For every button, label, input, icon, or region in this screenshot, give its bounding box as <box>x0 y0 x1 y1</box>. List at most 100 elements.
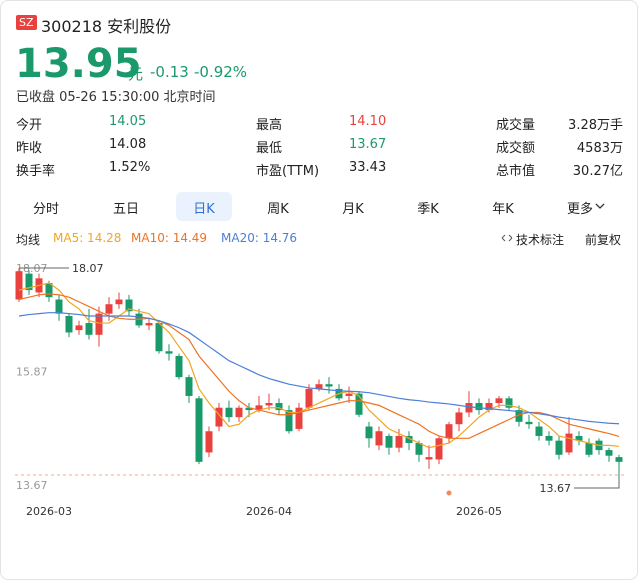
stat-value: 33.43 <box>349 160 387 175</box>
min-label: 13.67 <box>540 482 572 495</box>
candle-body <box>315 384 323 389</box>
candle-body <box>265 403 273 406</box>
candle-body <box>125 299 133 312</box>
stat-label: 今开 <box>16 118 43 133</box>
stat-value: 14.05 <box>109 114 147 129</box>
stat-value: 3.28万手 <box>568 118 623 133</box>
stat-value: 14.10 <box>349 114 387 129</box>
candle-body <box>465 403 473 413</box>
market-status: 已收盘 05-26 15:30:00 北京时间 <box>16 90 216 105</box>
stat-label: 换手率 <box>16 164 56 179</box>
candle-body <box>495 398 503 404</box>
period-tab[interactable]: 年K <box>492 202 514 217</box>
stat-label: 成交量 <box>496 118 536 133</box>
tab-highlight <box>176 192 232 221</box>
candle-body <box>375 431 383 446</box>
candle-body <box>585 443 593 455</box>
x-tick-label: 2026-05 <box>456 505 502 518</box>
candle-body <box>145 323 153 326</box>
candle-body <box>455 412 463 425</box>
event-dot <box>446 490 452 496</box>
adjust-mode[interactable]: 前复权 <box>585 233 622 247</box>
stat-label: 市盈(TTM) <box>256 164 320 179</box>
candle-body <box>485 403 493 411</box>
candle-body <box>15 271 23 300</box>
period-tab[interactable]: 日K <box>193 202 215 217</box>
legend-entry: MA10: 14.49 <box>131 231 208 245</box>
stat-label: 最低 <box>256 141 283 156</box>
candle-body <box>55 299 63 314</box>
min-pointer <box>574 475 620 489</box>
candle-body <box>205 431 213 453</box>
legend-entry: MA20: 14.76 <box>221 231 298 245</box>
stat-value: 1.52% <box>109 160 151 175</box>
candle-body <box>165 351 173 354</box>
market-badge: SZ <box>16 15 37 30</box>
stat-value: 4583万 <box>576 141 623 156</box>
candle-body <box>85 323 93 335</box>
candle-body <box>565 433 573 453</box>
stat-value: 30.27亿 <box>572 164 623 179</box>
ma-line <box>18 293 620 439</box>
legend-entry: MA5: 14.28 <box>53 231 122 245</box>
tech-annotation[interactable]: 技术标注 <box>516 233 565 247</box>
candle-body <box>185 377 193 396</box>
candle-body <box>615 457 623 462</box>
candle-body <box>475 403 483 411</box>
tool-icon <box>501 234 513 242</box>
candle-body <box>575 435 583 441</box>
candle-body <box>175 355 183 378</box>
ma-line <box>18 312 620 425</box>
candle-body <box>505 398 513 408</box>
candle-body <box>295 407 303 429</box>
candle-body <box>325 384 333 387</box>
candle-body <box>345 393 353 396</box>
candle-body <box>65 315 73 333</box>
candle-body <box>75 325 83 331</box>
y-tick-label: 13.67 <box>16 479 48 492</box>
candle-body <box>305 388 313 408</box>
candle-body <box>45 283 53 298</box>
candle-body <box>435 438 443 460</box>
candle-body <box>255 405 263 411</box>
stat-value: 13.67 <box>349 137 387 152</box>
candle-body <box>245 407 253 411</box>
candle-body <box>525 421 533 425</box>
candle-body <box>545 435 553 441</box>
candle-body <box>515 410 523 422</box>
candle-body <box>365 426 373 439</box>
stat-label: 昨收 <box>16 141 43 156</box>
stat-label: 成交额 <box>496 141 536 156</box>
period-tab[interactable]: 季K <box>417 202 439 217</box>
more-chevron[interactable] <box>595 203 605 211</box>
candle-body <box>25 273 33 291</box>
stat-label: 最高 <box>256 118 283 133</box>
candle-body <box>275 403 283 411</box>
last-price: 13.95 <box>15 41 142 87</box>
candle-body <box>215 407 223 427</box>
x-tick-label: 2026-03 <box>26 505 72 518</box>
candle-body <box>385 435 393 448</box>
candle-body <box>95 313 103 335</box>
price-change-pct: -0.92% <box>194 63 248 81</box>
period-tab[interactable]: 分时 <box>32 202 60 217</box>
price-unit: 元 <box>128 65 144 83</box>
candle-body <box>555 440 563 455</box>
candle-body <box>605 450 613 456</box>
candle-body <box>415 443 423 455</box>
candle-body <box>535 426 543 436</box>
candle-body <box>405 435 413 444</box>
candle-body <box>195 398 203 462</box>
period-tab[interactable]: 周K <box>267 202 289 217</box>
period-tab[interactable]: 更多 <box>566 202 594 217</box>
candle-body <box>395 435 403 448</box>
candle-body <box>445 424 453 439</box>
period-tab[interactable]: 月K <box>342 202 364 217</box>
stat-label: 总市值 <box>496 164 536 179</box>
candle-body <box>235 407 243 418</box>
max-label: 18.07 <box>72 262 104 275</box>
period-tab[interactable]: 五日 <box>112 202 140 217</box>
price-change: -0.13 <box>150 63 189 81</box>
